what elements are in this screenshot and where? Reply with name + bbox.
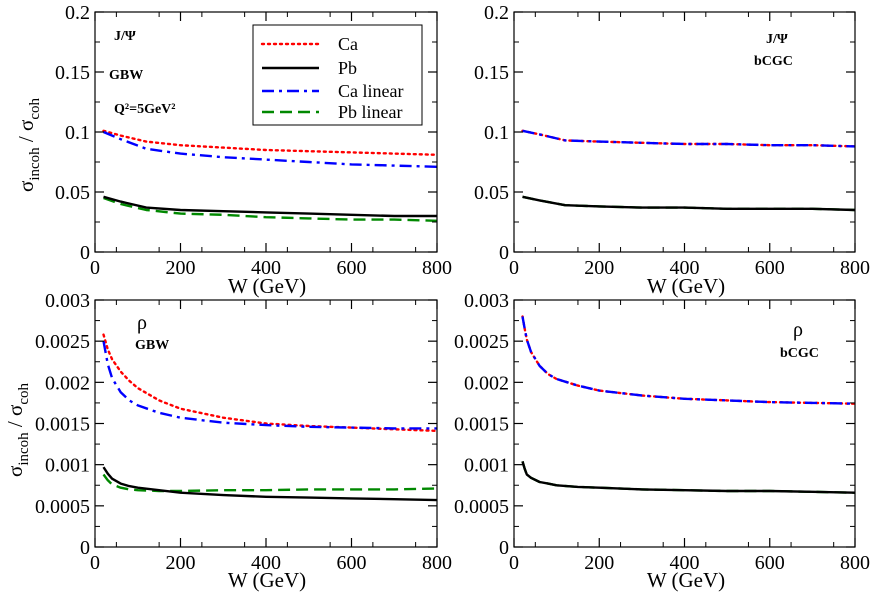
panel-rho-bcgc: 0 200 400 600 800 0 0.0005 0.001 0.0015 0.002 0.00… [454, 290, 870, 574]
jpsi-bcgc-ytick-label: 0.1 [484, 122, 509, 144]
jpsi-gbw-xtick-label: 600 [337, 257, 367, 279]
rho-bcgc-ytick-label: 0.003 [464, 290, 509, 312]
annotation-gbw-top-left: GBW [109, 68, 143, 83]
jpsi-bcgc-xtick-label: 400 [670, 257, 700, 279]
panel-jpsi-gbw: 0 200 400 600 800 0 0.05 0.1 0.15 0.2 [55, 2, 452, 279]
rho-bcgc-series-ca-linear [521, 316, 856, 405]
annotation-gbw-bottom-left: GBW [135, 338, 169, 353]
rho-bcgc-series-pb-linear [521, 461, 856, 494]
jpsi-gbw-ytick-label: 0.1 [65, 122, 90, 144]
jpsi-bcgc-ytick-label: 0.15 [474, 62, 509, 84]
jpsi-gbw-ytick-label: 0 [80, 242, 90, 264]
rho-gbw-ytick-label: 0.003 [45, 290, 90, 312]
rho-gbw-ytick-label: 0.0015 [35, 414, 90, 436]
y-axis-label-bottom: σincoh / σcoh [3, 383, 32, 477]
jpsi-gbw-xtick-label: 800 [422, 257, 452, 279]
y-axis-label-top: σincoh / σcoh [14, 98, 43, 192]
jpsi-bcgc-ytick-label: 0 [499, 242, 509, 264]
panel-jpsi-bcgc: 0 200 400 600 800 0 0.05 0.1 0.15 0.2 [474, 2, 870, 279]
jpsi-bcgc-ytick-label: 0.05 [474, 182, 509, 204]
rho-bcgc-xtick-label: 600 [755, 552, 785, 574]
rho-gbw-ytick-label: 0.001 [45, 455, 90, 477]
rho-gbw-xtick-label: 600 [337, 552, 367, 574]
annotation-rho-bottom-left: ρ [137, 312, 147, 334]
jpsi-bcgc-xtick-label: 600 [755, 257, 785, 279]
jpsi-bcgc-xtick-label: 0 [509, 257, 519, 279]
rho-gbw-ytick-label: 0.0005 [35, 496, 90, 518]
rho-gbw-ytick-label: 0.0025 [35, 331, 90, 353]
jpsi-bcgc-series-pb [522, 195, 856, 212]
rho-bcgc-xtick-label: 800 [840, 552, 870, 574]
rho-bcgc-xtick-label: 200 [584, 552, 614, 574]
jpsi-bcgc-xtick-label: 800 [840, 257, 870, 279]
jpsi-bcgc-frame [513, 11, 856, 253]
jpsi-gbw-xtick-label: 200 [166, 257, 196, 279]
annotation-rho-bottom-right: ρ [793, 319, 803, 341]
legend-label-ca: Ca [338, 34, 358, 54]
jpsi-bcgc-xtick-label: 200 [584, 257, 614, 279]
legend-label-pb-linear: Pb linear [338, 102, 403, 122]
rho-bcgc-frame [513, 299, 856, 548]
annotation-bcgc-top-right: bCGC [754, 54, 793, 69]
rho-gbw-series-ca-linear [102, 340, 437, 430]
rho-bcgc-ytick-label: 0.002 [464, 372, 509, 394]
jpsi-gbw-xtick-label: 0 [90, 257, 100, 279]
rho-gbw-series-pb [102, 466, 438, 502]
rho-bcgc-ytick-label: 0.0005 [454, 496, 509, 518]
legend-box [252, 24, 423, 126]
rho-gbw-ytick-label: 0 [80, 537, 90, 559]
jpsi-gbw-series-pb-linear [103, 196, 438, 222]
rho-bcgc-ytick-label: 0.0015 [454, 414, 509, 436]
jpsi-gbw-ytick-label: 0.2 [65, 2, 90, 24]
annotation-jpsi-top-right: J/Ψ [766, 32, 788, 47]
rho-gbw-xtick-label: 200 [166, 552, 196, 574]
jpsi-bcgc-series-ca-linear [522, 129, 856, 148]
rho-gbw-ytick-label: 0.002 [45, 372, 90, 394]
rho-bcgc-ytick-label: 0.001 [464, 455, 509, 477]
rho-gbw-xtick-label: 400 [251, 552, 281, 574]
x-axis-label-bottom-left: W (GeV) [228, 568, 306, 592]
x-axis-label-bottom-right: W (GeV) [647, 568, 725, 592]
legend-label-ca-linear: Ca linear [338, 81, 403, 101]
jpsi-gbw-series-ca-linear [103, 130, 438, 168]
rho-bcgc-ytick-label: 0.0025 [454, 331, 509, 353]
jpsi-gbw-series-ca [102, 129, 439, 157]
annotation-jpsi-top-left: J/Ψ [114, 29, 136, 44]
rho-gbw-xtick-label: 0 [90, 552, 100, 574]
rho-bcgc-xtick-label: 400 [670, 552, 700, 574]
jpsi-gbw-ytick-label: 0.15 [55, 62, 90, 84]
jpsi-gbw-xtick-label: 400 [251, 257, 281, 279]
rho-bcgc-series-pb [521, 461, 856, 494]
rho-bcgc-ytick-label: 0 [499, 537, 509, 559]
annotation-bcgc-bottom-right: bCGC [780, 346, 819, 361]
panel-rho-gbw: 0 200 400 600 800 0 0.0005 0.001 0.0015 0.002 0.00… [35, 290, 452, 574]
annotation-q2-top-left: Q²=5GeV² [114, 102, 175, 117]
jpsi-gbw-ytick-label: 0.05 [55, 182, 90, 204]
x-axis-label-top-right: W (GeV) [647, 274, 725, 298]
jpsi-gbw-series-pb [103, 195, 437, 218]
jpsi-bcgc-ytick-label: 0.2 [484, 2, 509, 24]
rho-gbw-xtick-label: 800 [422, 552, 452, 574]
legend: Ca Pb Ca linear Pb linear [252, 24, 423, 126]
legend-label-pb: Pb [338, 58, 357, 78]
x-axis-label-top-left: W (GeV) [228, 274, 306, 298]
rho-bcgc-xtick-label: 0 [509, 552, 519, 574]
